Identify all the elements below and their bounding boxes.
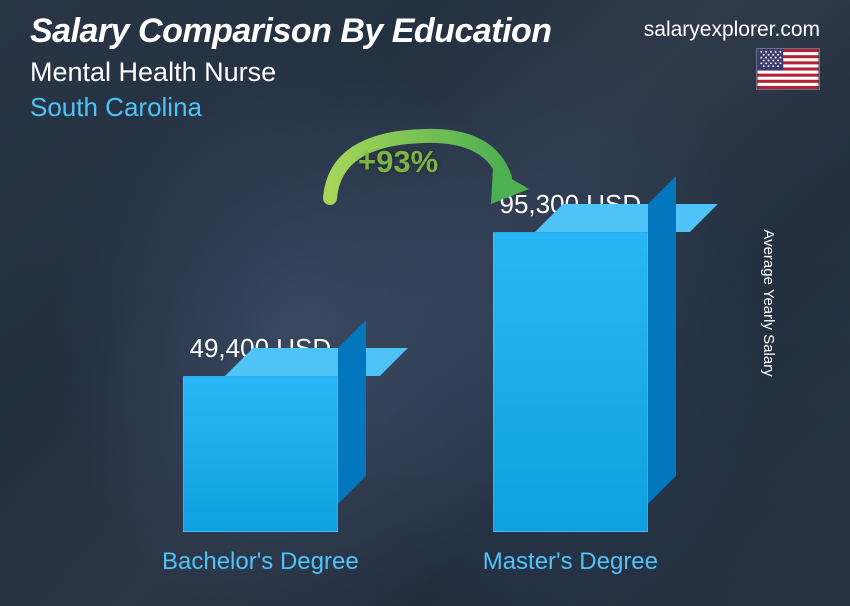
bar-top-face [535,204,718,232]
bar-chart: 49,400 USDBachelor's Degree 95,300 USDMas… [100,156,720,576]
bar-front-face [493,232,648,532]
bar-group: 49,400 USDBachelor's Degree [162,333,359,576]
location-label: South Carolina [30,92,820,123]
bar-side-face [648,176,676,504]
source-label: salaryexplorer.com [644,18,820,42]
title-row: Salary Comparison By Education salaryexp… [30,12,820,51]
bar-side-face [338,320,366,504]
bar-3d [493,232,648,532]
bar-front-face [183,376,338,532]
page-title: Salary Comparison By Education [30,12,552,51]
bar-label: Bachelor's Degree [162,548,359,576]
delta-label: +93% [358,144,438,180]
bar-3d [183,376,338,532]
bar-group: 95,300 USDMaster's Degree [483,189,658,576]
bar-label: Master's Degree [483,548,658,576]
header: Salary Comparison By Education salaryexp… [0,0,850,123]
job-title: Mental Health Nurse [30,57,820,88]
bar-top-face [225,348,408,376]
yaxis-label: Average Yearly Salary [760,229,777,376]
